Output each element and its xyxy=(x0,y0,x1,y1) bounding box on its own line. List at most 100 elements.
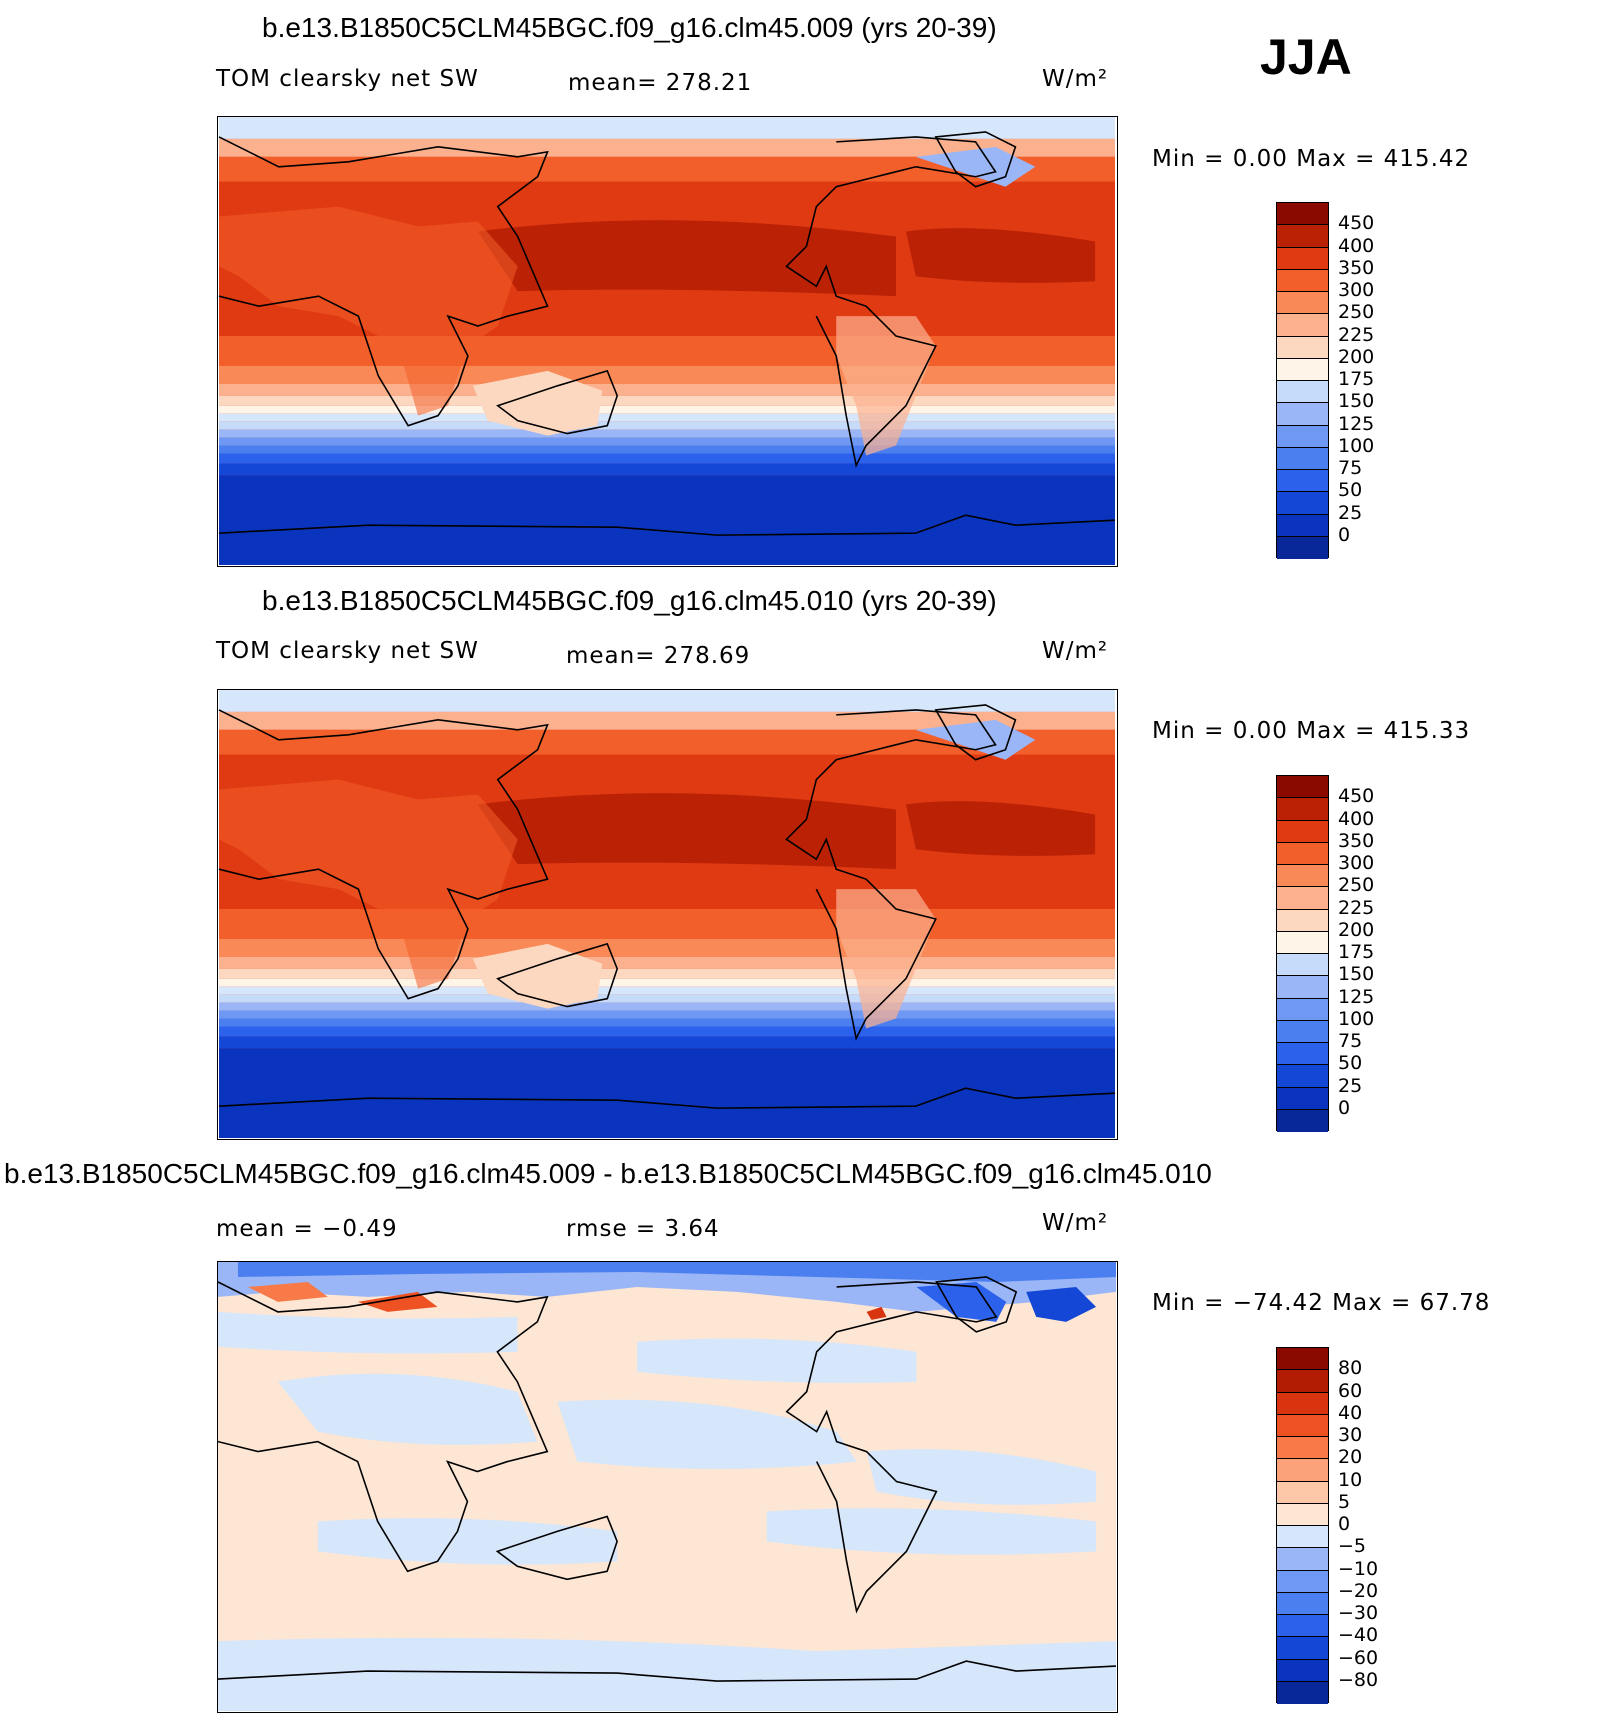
colorbar-swatch xyxy=(1277,1548,1328,1571)
panel-2-colorbar xyxy=(1276,775,1329,1132)
colorbar-tick-label: 100 xyxy=(1338,1007,1375,1030)
colorbar-swatch xyxy=(1277,314,1328,337)
colorbar-swatch xyxy=(1277,403,1328,426)
colorbar-swatch xyxy=(1277,358,1328,381)
colorbar-tick-label: 20 xyxy=(1338,1446,1363,1469)
colorbar-tick-label: −10 xyxy=(1338,1557,1379,1580)
panel-1-map-field xyxy=(218,117,1116,565)
colorbar-tick-label: 200 xyxy=(1338,918,1375,941)
panel-3-title: b.e13.B1850C5CLM45BGC.f09_g16.clm45.009 … xyxy=(4,1158,1212,1189)
panel-1-variable-label: TOM clearsky net SW xyxy=(216,66,479,92)
colorbar-tick-label: 250 xyxy=(1338,874,1375,897)
panel-1-colorbar xyxy=(1276,202,1329,559)
colorbar-tick-label: 40 xyxy=(1338,1401,1363,1424)
colorbar-tick-label: 50 xyxy=(1338,479,1363,502)
colorbar-swatch xyxy=(1277,1043,1328,1066)
colorbar-swatch xyxy=(1277,1481,1328,1504)
panel-2-mean-label: mean= 278.69 xyxy=(566,643,751,669)
colorbar-swatch xyxy=(1277,1392,1328,1415)
colorbar-tick-label: 175 xyxy=(1338,368,1375,390)
colorbar-swatch xyxy=(1277,425,1328,448)
colorbar-swatch xyxy=(1277,381,1328,404)
colorbar-swatch xyxy=(1277,820,1328,843)
colorbar-tick-label: 225 xyxy=(1338,323,1375,346)
panel-1-minmax: Min = 0.00 Max = 415.42 xyxy=(1152,146,1471,172)
colorbar-swatch xyxy=(1277,1659,1328,1682)
colorbar-swatch xyxy=(1277,1615,1328,1638)
colorbar-tick-label: −60 xyxy=(1338,1646,1379,1669)
panel-2-variable-label: TOM clearsky net SW xyxy=(216,638,479,664)
colorbar-swatch xyxy=(1277,336,1328,359)
colorbar-tick-label: 30 xyxy=(1338,1424,1363,1446)
panel-2-map-field xyxy=(218,690,1116,1138)
panel-2-title: b.e13.B1850C5CLM45BGC.f09_g16.clm45.010 … xyxy=(262,585,997,616)
colorbar-swatch xyxy=(1277,998,1328,1021)
colorbar-swatch xyxy=(1277,1020,1328,1043)
panel-3-minmax: Min = −74.42 Max = 67.78 xyxy=(1152,1290,1491,1316)
colorbar-swatch xyxy=(1277,776,1328,799)
colorbar-swatch xyxy=(1277,954,1328,977)
colorbar-tick-label: 400 xyxy=(1338,234,1375,257)
colorbar-swatch xyxy=(1277,292,1328,315)
season-label: JJA xyxy=(1260,29,1352,85)
panel-3-map xyxy=(217,1261,1118,1713)
colorbar-swatch xyxy=(1277,1526,1328,1549)
colorbar-swatch xyxy=(1277,1065,1328,1088)
colorbar-tick-label: 450 xyxy=(1338,785,1375,808)
colorbar-tick-label: 0 xyxy=(1338,1096,1351,1119)
colorbar-tick-label: 5 xyxy=(1338,1490,1351,1513)
colorbar-swatch xyxy=(1277,931,1328,954)
colorbar-swatch xyxy=(1277,865,1328,888)
colorbar-swatch xyxy=(1277,976,1328,999)
colorbar-swatch xyxy=(1277,447,1328,470)
panel-1-units: W/m² xyxy=(1042,66,1109,92)
colorbar-tick-label: 125 xyxy=(1338,412,1375,435)
panel-1-title: b.e13.B1850C5CLM45BGC.f09_g16.clm45.009 … xyxy=(262,12,997,43)
colorbar-tick-label: 350 xyxy=(1338,829,1375,852)
colorbar-tick-label: −5 xyxy=(1338,1535,1367,1558)
colorbar-swatch xyxy=(1277,887,1328,910)
panel-1-mean-label: mean= 278.21 xyxy=(568,70,753,96)
colorbar-swatch xyxy=(1277,1637,1328,1660)
panel-1-map xyxy=(217,116,1118,567)
colorbar-tick-label: 75 xyxy=(1338,1030,1363,1052)
panel-3-mean-label: mean = −0.49 xyxy=(216,1216,398,1242)
colorbar-tick-label: −20 xyxy=(1338,1579,1379,1602)
colorbar-tick-label: 60 xyxy=(1338,1379,1363,1402)
colorbar-tick-label: −40 xyxy=(1338,1624,1379,1647)
colorbar-tick-label: 175 xyxy=(1338,941,1375,963)
colorbar-swatch xyxy=(1277,203,1328,226)
colorbar-tick-label: 10 xyxy=(1338,1468,1363,1491)
panel-2-minmax: Min = 0.00 Max = 415.33 xyxy=(1152,718,1471,744)
colorbar-tick-label: −80 xyxy=(1338,1668,1379,1691)
colorbar-tick-label: 125 xyxy=(1338,985,1375,1008)
colorbar-tick-label: 225 xyxy=(1338,896,1375,919)
colorbar-swatch xyxy=(1277,470,1328,493)
colorbar-swatch xyxy=(1277,1592,1328,1615)
panel-2-map xyxy=(217,689,1118,1140)
colorbar-tick-label: 25 xyxy=(1338,501,1363,524)
colorbar-swatch xyxy=(1277,492,1328,515)
colorbar-swatch xyxy=(1277,1087,1328,1110)
colorbar-tick-label: 50 xyxy=(1338,1052,1363,1075)
colorbar-swatch xyxy=(1277,798,1328,821)
colorbar-swatch xyxy=(1277,1437,1328,1460)
colorbar-tick-label: 450 xyxy=(1338,212,1375,235)
panel-3-map-field xyxy=(218,1262,1116,1711)
colorbar-swatch xyxy=(1277,909,1328,932)
colorbar-tick-label: 0 xyxy=(1338,1513,1351,1535)
colorbar-tick-label: −30 xyxy=(1338,1602,1379,1624)
colorbar-swatch xyxy=(1277,842,1328,865)
colorbar-tick-label: 25 xyxy=(1338,1074,1363,1097)
colorbar-tick-label: 250 xyxy=(1338,301,1375,324)
colorbar-swatch xyxy=(1277,1414,1328,1437)
colorbar-tick-label: 300 xyxy=(1338,279,1375,301)
colorbar-tick-label: 350 xyxy=(1338,256,1375,279)
colorbar-swatch xyxy=(1277,536,1328,559)
panel-3-units: W/m² xyxy=(1042,1210,1109,1236)
colorbar-swatch xyxy=(1277,1348,1328,1371)
colorbar-swatch xyxy=(1277,1109,1328,1132)
colorbar-swatch xyxy=(1277,514,1328,537)
colorbar-tick-label: 200 xyxy=(1338,345,1375,368)
colorbar-tick-label: 300 xyxy=(1338,852,1375,874)
